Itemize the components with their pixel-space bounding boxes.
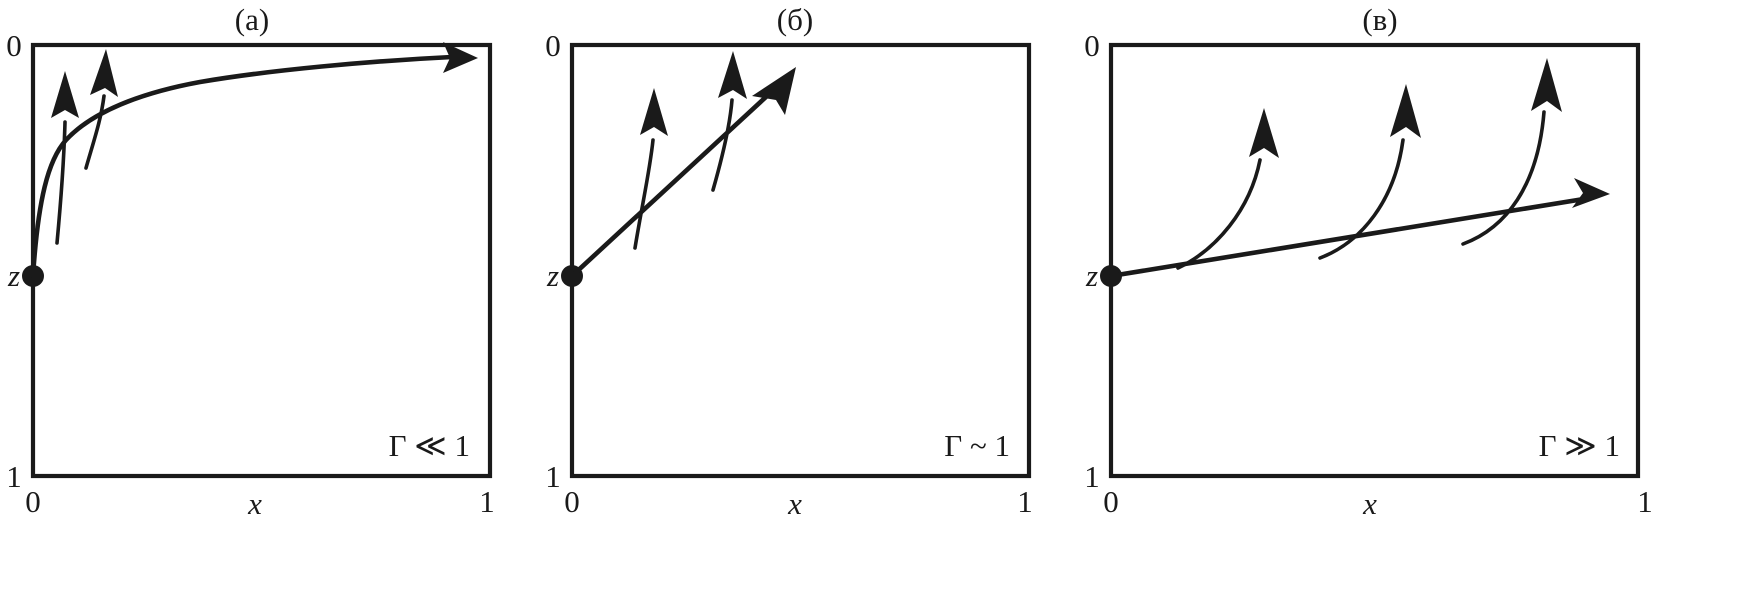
panel-b: (б) 0 1 0 1 x z Γ ~ 1 xyxy=(530,0,1070,615)
panel-a: (а) 0 1 0 1 x z Γ ≪ 1 xyxy=(0,0,530,615)
panel-c-xaxis-label: x xyxy=(1362,486,1377,521)
panel-a-branch-2 xyxy=(84,94,106,170)
panel-c-branch-2-arrowhead xyxy=(1390,84,1421,138)
panel-c-regime-label: Γ ≫ 1 xyxy=(1539,428,1620,463)
panel-b-xtick-right: 1 xyxy=(1017,484,1033,519)
panel-c-xtick-left: 0 xyxy=(1103,484,1119,519)
panel-c-main-arrowhead xyxy=(1572,178,1610,208)
panel-a-ytick-bottom: 1 xyxy=(6,459,22,494)
panel-b-title: (б) xyxy=(777,2,813,37)
panel-c-ytick-top: 0 xyxy=(1084,28,1100,63)
panel-a-main-trajectory xyxy=(30,54,455,279)
panel-b-xtick-left: 0 xyxy=(564,484,580,519)
panel-a-xtick-right: 1 xyxy=(479,484,495,519)
panel-b-branch-1-arrowhead xyxy=(640,88,668,136)
panel-a-branch-1-arrowhead xyxy=(51,71,79,118)
panel-a-ytick-top: 0 xyxy=(6,28,22,63)
panel-a-main-arrowhead xyxy=(443,42,478,73)
panel-b-main-arrowhead xyxy=(752,67,796,115)
panel-b-ytick-bottom: 1 xyxy=(545,459,561,494)
panel-a-title: (а) xyxy=(235,2,269,37)
panel-c: (в) 0 1 0 1 x z Γ ≫ 1 xyxy=(1070,0,1759,615)
panel-b-ytick-top: 0 xyxy=(545,28,561,63)
panel-a-xtick-left: 0 xyxy=(25,484,41,519)
panel-a-source-label: z xyxy=(7,258,20,293)
panel-c-canvas: (в) 0 1 0 1 x z Γ ≫ 1 xyxy=(1084,2,1653,521)
panel-b-branch-2-arrowhead xyxy=(718,51,747,99)
panel-b-branch-1 xyxy=(633,138,655,250)
panel-c-frame xyxy=(1108,42,1641,479)
panel-c-xtick-right: 1 xyxy=(1637,484,1653,519)
panel-a-branch-1 xyxy=(55,120,67,245)
panel-c-branch-1 xyxy=(1176,158,1262,270)
panel-c-ytick-bottom: 1 xyxy=(1084,459,1100,494)
panel-a-regime-label: Γ ≪ 1 xyxy=(389,428,470,463)
panel-c-branch-3-arrowhead xyxy=(1531,58,1562,112)
panel-c-source-label: z xyxy=(1085,258,1098,293)
panel-b-main-trajectory xyxy=(569,81,783,279)
panel-a-xaxis-label: x xyxy=(247,486,262,521)
panel-b-canvas: (б) 0 1 0 1 x z Γ ~ 1 xyxy=(545,2,1033,521)
panel-b-branch-2 xyxy=(711,98,734,192)
panel-c-branch-3 xyxy=(1461,110,1546,246)
panel-a-branch-2-arrowhead xyxy=(90,49,118,97)
panel-b-frame xyxy=(569,42,1032,479)
panel-b-source-label: z xyxy=(546,258,559,293)
panel-c-branch-2 xyxy=(1318,138,1405,260)
panel-c-branch-1-arrowhead xyxy=(1249,108,1279,158)
panel-c-title: (в) xyxy=(1362,2,1397,37)
panel-a-canvas: (а) 0 1 0 1 x z Γ ≪ 1 xyxy=(6,2,495,521)
panel-b-xaxis-label: x xyxy=(787,486,802,521)
panel-b-regime-label: Γ ~ 1 xyxy=(944,428,1010,463)
